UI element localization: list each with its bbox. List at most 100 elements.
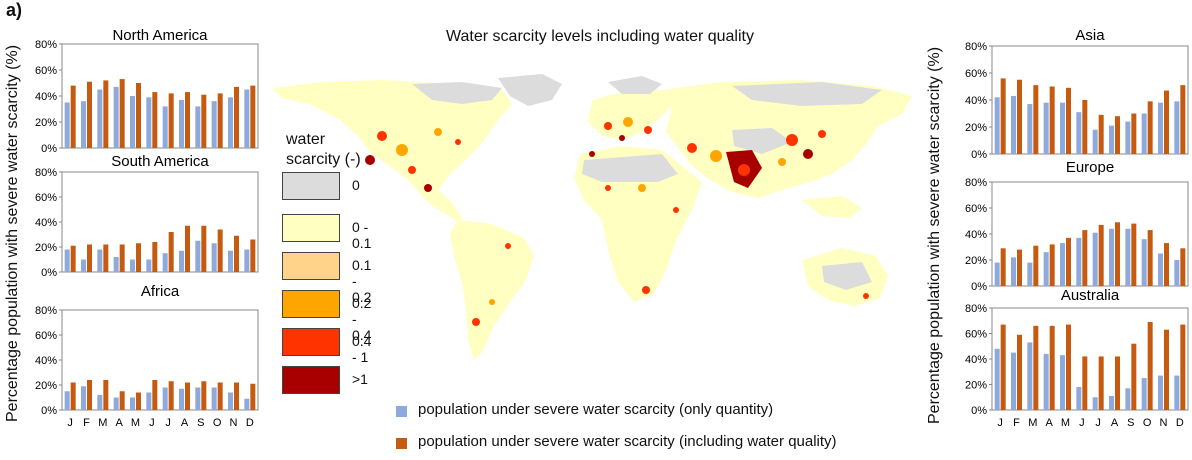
legend-swatch-quantity: [396, 406, 407, 417]
north-america-bar-quality: [119, 79, 125, 148]
australia-title: Australia: [1061, 287, 1120, 304]
europe-bar-quantity: [1125, 228, 1131, 286]
asia-bar-quantity: [1158, 102, 1163, 154]
asia-bar-quality: [1180, 85, 1186, 154]
europe-bar-quantity: [1011, 257, 1016, 286]
asia-bar-quantity: [1043, 102, 1049, 154]
legend-swatch-3: [282, 290, 340, 318]
europe-bar-quality: [1147, 230, 1153, 286]
europe-bar-quality: [1082, 230, 1088, 286]
north-america-bar-quality: [185, 92, 190, 148]
europe-bar-quality: [1164, 243, 1169, 286]
south-america-bar-quality: [152, 242, 158, 272]
australia-bar-quantity: [1060, 355, 1065, 410]
europe-bar-quantity: [1092, 232, 1098, 286]
europe-bar-quantity: [1060, 243, 1065, 286]
north-america-bar-quantity: [97, 89, 103, 148]
australia-bar-quality: [1066, 324, 1071, 410]
south-america-bar-quantity: [81, 259, 86, 272]
australia-bar-quantity: [1158, 375, 1163, 410]
legend-label-quality: population under severe water scarcity (…: [418, 433, 837, 450]
africa-bar-quantity: [228, 392, 233, 410]
australia-bar-quality: [1098, 356, 1104, 410]
australia-ytick-label: 20%: [965, 380, 987, 392]
legend-swatch-4: [282, 328, 340, 356]
africa-bar-quality: [136, 392, 141, 410]
south-america-bar-quantity: [97, 249, 103, 272]
north-america-ytick-label: 40%: [35, 91, 57, 103]
europe-bar-quality: [1066, 237, 1071, 286]
australia-bar-quantity: [1027, 342, 1033, 410]
south-america-bar-quality: [201, 225, 207, 272]
europe-title: Europe: [1066, 159, 1114, 176]
africa-xtick-label: J: [165, 417, 171, 429]
north-america-ytick-label: 80%: [35, 39, 57, 51]
africa-xtick-label: A: [115, 417, 123, 429]
north-america-bar-quantity: [211, 101, 217, 148]
south-america-bar-quantity: [146, 259, 152, 272]
australia-xtick-label: J: [1095, 417, 1101, 429]
legend-label-2: 0.1 - 0.2: [352, 257, 372, 305]
map-title: Water scarcity levels including water qu…: [446, 28, 754, 45]
asia-bar-quality: [1066, 87, 1071, 154]
asia-bar-quality: [1082, 100, 1088, 154]
europe-bar-quality: [1098, 224, 1104, 286]
australia-bar-quality: [1017, 334, 1022, 410]
south-america-title: South America: [111, 153, 209, 170]
asia-bar-quantity: [1109, 125, 1114, 154]
australia-xtick-label: N: [1160, 417, 1168, 429]
south-america-bar-quality: [217, 229, 223, 272]
africa-bar-quality: [70, 382, 76, 410]
europe-bar-quantity: [1109, 228, 1114, 286]
australia-xtick-label: A: [1045, 417, 1053, 429]
legend-swatch-quality: [396, 438, 407, 449]
australia-bar-quantity: [1141, 378, 1147, 410]
asia-ytick-label: 80%: [965, 41, 987, 53]
panel-label: a): [6, 0, 23, 20]
legend-title-line1: water: [286, 131, 326, 148]
north-america-bar-quality: [250, 85, 256, 148]
europe-bar-quantity: [1158, 253, 1163, 286]
legend-swatch-5: [282, 366, 340, 394]
north-america-ytick-label: 60%: [35, 65, 57, 77]
africa-xtick-label: D: [246, 417, 254, 429]
africa-bar-quantity: [211, 387, 217, 410]
africa-bar-quantity: [179, 388, 184, 410]
asia-ytick-label: 60%: [965, 68, 987, 80]
asia-ytick-label: 20%: [965, 122, 987, 134]
africa-bar-quantity: [113, 397, 119, 410]
legend-label-0: 0: [352, 177, 360, 193]
asia-bar-quality: [1131, 113, 1137, 154]
europe-bar-quality: [1033, 245, 1039, 286]
north-america-bar-quality: [136, 83, 141, 148]
north-america-bar-quality: [234, 86, 239, 148]
europe-bar-quality: [1131, 223, 1137, 286]
africa-bar-quality: [152, 380, 158, 410]
australia-xtick-label: O: [1143, 417, 1152, 429]
north-america-bar-quantity: [195, 106, 201, 148]
africa-xtick-label: S: [197, 417, 204, 429]
europe-ytick-label: 40%: [965, 229, 987, 241]
europe-ytick-label: 0%: [971, 281, 987, 293]
africa-xtick-label: J: [67, 417, 73, 429]
europe-ytick-label: 80%: [965, 177, 987, 189]
africa-bar-quantity: [195, 387, 201, 410]
asia-bar-quality: [1000, 78, 1006, 154]
africa-bar-quality: [201, 381, 207, 410]
south-america-bar-quantity: [211, 243, 217, 272]
asia-bar-quality: [1017, 79, 1022, 154]
south-america-bar-quantity: [195, 240, 201, 272]
europe-bar-quality: [1000, 248, 1006, 286]
australia-bar-quantity: [1125, 388, 1131, 410]
asia-ytick-label: 0%: [971, 149, 987, 161]
asia-bar-quantity: [1092, 129, 1098, 154]
africa-bar-quality: [168, 381, 174, 410]
north-america-ytick-label: 0%: [41, 143, 57, 155]
africa-ytick-label: 60%: [35, 330, 57, 342]
asia-bar-quantity: [1141, 113, 1147, 154]
europe-bar-quantity: [1076, 237, 1082, 286]
europe-bar-quantity: [994, 262, 1000, 286]
legend-swatch-1: [282, 214, 340, 242]
north-america-bar-quantity: [179, 99, 184, 148]
australia-xtick-label: S: [1127, 417, 1134, 429]
